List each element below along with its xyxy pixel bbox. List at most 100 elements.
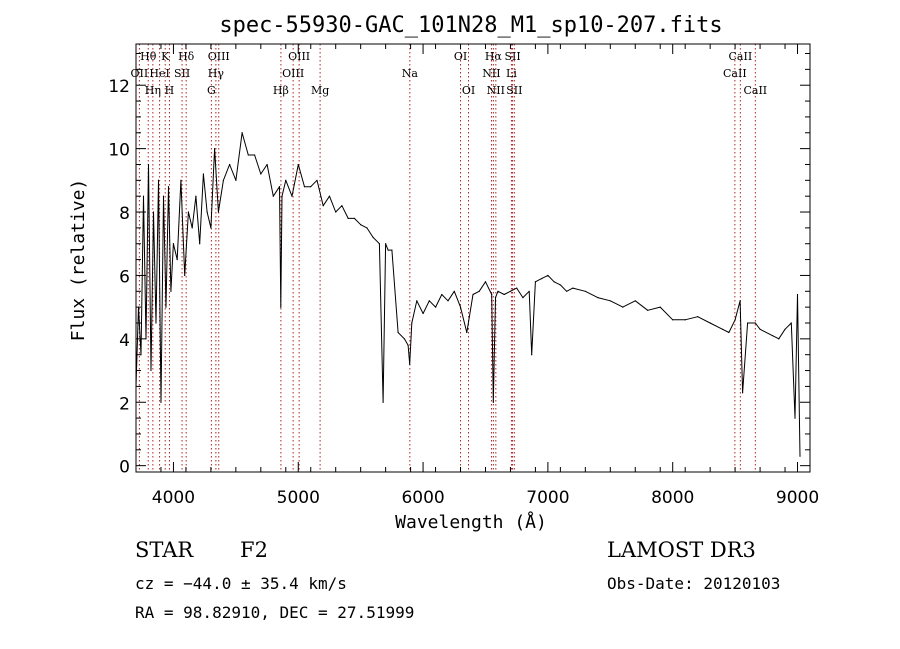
line-label-14: Mg <box>311 84 329 97</box>
data-point <box>734 319 736 321</box>
data-point <box>478 290 480 292</box>
y-tick-label: 4 <box>119 331 130 351</box>
chart-title: spec-55930-GAC_101N28_M1_sp10-207.fits <box>219 13 722 38</box>
data-point <box>260 173 262 175</box>
data-point <box>291 195 293 197</box>
data-point <box>142 195 145 197</box>
data-point <box>167 186 170 188</box>
x-tick-label: 7000 <box>526 488 569 508</box>
line-label-23: SII <box>506 84 522 97</box>
data-point <box>742 392 744 394</box>
data-point <box>411 322 413 324</box>
data-point <box>472 293 474 296</box>
line-label-3: HeI <box>149 67 169 80</box>
data-point <box>160 401 162 403</box>
data-point <box>172 243 175 245</box>
data-point <box>566 290 568 292</box>
data-point <box>280 306 282 308</box>
data-point <box>428 300 430 302</box>
data-point <box>214 148 216 150</box>
data-point <box>434 306 437 308</box>
data-point <box>335 211 337 213</box>
data-point <box>516 287 518 289</box>
data-point <box>253 154 256 156</box>
line-label-16: OI <box>454 50 467 63</box>
line-label-1: Hθ <box>140 50 157 63</box>
line-label-8: G <box>207 84 216 97</box>
data-point <box>397 331 399 334</box>
data-point <box>281 195 283 197</box>
data-point <box>155 322 157 324</box>
line-label-4: K <box>161 50 170 63</box>
data-point <box>754 322 756 324</box>
data-point <box>387 249 389 251</box>
data-point <box>739 300 741 302</box>
data-point <box>241 132 243 134</box>
data-point <box>217 211 219 213</box>
data-point <box>229 163 231 166</box>
x-tick-label: 8000 <box>651 488 694 508</box>
data-point <box>799 455 801 457</box>
data-point <box>634 300 636 302</box>
line-label-6: SII <box>174 67 190 80</box>
data-point <box>147 163 150 166</box>
line-label-9: Hγ <box>208 67 225 80</box>
data-point <box>235 179 237 181</box>
data-point <box>531 354 533 356</box>
data-point <box>372 236 374 238</box>
data-point <box>522 297 524 299</box>
data-point <box>187 211 190 213</box>
data-point <box>722 328 724 330</box>
line-label-20: NII <box>487 84 505 97</box>
line-label-25: CaII <box>729 50 753 63</box>
data-point <box>176 258 178 261</box>
line-label-15: Na <box>402 67 419 80</box>
data-point <box>222 179 224 181</box>
data-point <box>796 293 799 296</box>
object-class: STAR <box>135 538 194 562</box>
line-label-17: OI <box>462 84 475 97</box>
object-subclass: F2 <box>240 538 268 562</box>
data-point <box>441 293 443 296</box>
y-tick-label: 8 <box>119 204 130 224</box>
data-point <box>709 322 711 324</box>
line-label-24: CaII <box>723 67 747 80</box>
spectral-line-markers <box>138 44 756 472</box>
redshift-velocity: cz = −44.0 ± 35.4 km/s <box>135 574 347 593</box>
data-point <box>492 401 494 403</box>
survey-name: LAMOST DR3 <box>607 538 756 562</box>
y-axis: 0 2 4 6 8 10 12 <box>108 53 810 478</box>
x-tick-label: 6000 <box>401 488 444 508</box>
y-tick-label: 12 <box>108 77 130 97</box>
data-point <box>746 322 749 324</box>
data-point <box>672 319 674 321</box>
data-point <box>403 338 405 340</box>
data-point <box>347 217 349 219</box>
data-point <box>497 290 499 292</box>
spectral-line-labels: OII Hθ Hη HeI K H SII Hδ G Hγ OIII Hβ OIII OIII Mg Na OI… <box>131 50 768 97</box>
data-point <box>528 290 530 292</box>
data-point <box>180 179 182 181</box>
data-point <box>152 211 155 213</box>
data-point <box>191 227 193 229</box>
x-tick-label: 5000 <box>277 488 320 508</box>
data-point <box>622 306 624 308</box>
line-label-18: NII <box>482 67 500 80</box>
data-point <box>165 306 167 308</box>
data-point <box>790 322 792 324</box>
data-point <box>609 300 611 302</box>
data-point <box>150 369 152 372</box>
x-axis-label: Wavelength (Å) <box>395 511 547 533</box>
data-point <box>341 205 343 207</box>
line-label-12: OIII <box>282 67 304 80</box>
data-point <box>453 290 455 292</box>
data-point <box>503 293 505 296</box>
y-tick-label: 2 <box>119 394 130 414</box>
x-tick-label: 4000 <box>152 488 195 508</box>
data-point <box>247 154 249 156</box>
data-point <box>297 163 299 166</box>
data-point <box>391 249 393 251</box>
data-point <box>210 227 212 229</box>
data-point <box>206 211 208 213</box>
